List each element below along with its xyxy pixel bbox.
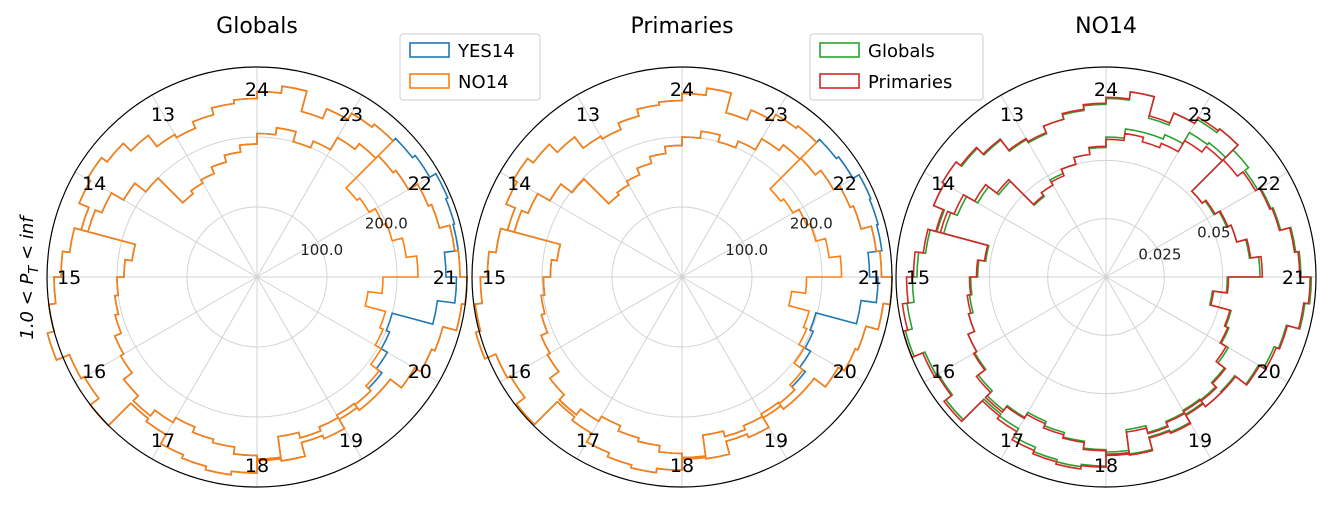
angular-tick-label: 18 (670, 455, 694, 477)
polar-panel-2: 21 22 23 24 13 14 15 16 17 18 19 20 100.0 200.0 Primar… (471, 14, 893, 488)
panel-title: NO14 (1075, 14, 1137, 39)
angular-gridline (681, 94, 788, 278)
legend: Globals Primaries (809, 33, 984, 101)
angular-tick-label: 14 (82, 173, 106, 195)
angular-tick-label: 23 (1188, 104, 1212, 126)
angular-tick-label: 16 (931, 361, 955, 383)
polar-frame (895, 66, 1317, 488)
angular-tick-label: 13 (151, 104, 175, 126)
angular-gridline (74, 276, 258, 383)
series-line-no14 (46, 85, 468, 476)
angular-gridline (923, 276, 1107, 383)
angular-gridline (499, 171, 683, 278)
angular-tick-label: 19 (1188, 430, 1212, 452)
ylabel-part-subscript: T (27, 265, 42, 274)
angular-gridline (923, 171, 1107, 278)
radial-tick-label: 100.0 (300, 241, 343, 259)
angular-tick-label: 22 (408, 173, 432, 195)
legend-swatch (819, 73, 860, 89)
legend-label: YES14 (457, 41, 515, 62)
radial-tick-label: 200.0 (790, 214, 833, 232)
series-line-no14 (474, 87, 893, 474)
angular-gridline (681, 276, 788, 460)
radial-tick-label: 0.025 (1138, 246, 1181, 264)
angular-gridline (151, 276, 258, 460)
angular-tick-label: 16 (82, 361, 106, 383)
angular-tick-label: 18 (245, 455, 269, 477)
legend-label: Globals (868, 41, 935, 62)
legend-swatch (409, 42, 450, 58)
angular-gridline (256, 94, 363, 278)
panels: 21 22 23 24 13 14 15 16 17 18 19 20 100.0 200.0 Global… (46, 14, 1317, 488)
angular-tick-label: 19 (764, 430, 788, 452)
angular-tick-label: 23 (339, 104, 363, 126)
angular-tick-label: 20 (833, 361, 857, 383)
angular-tick-label: 20 (1257, 361, 1281, 383)
series-line-primaries (901, 91, 1311, 470)
angular-gridline (1105, 276, 1289, 383)
angular-tick-label: 14 (931, 173, 955, 195)
angular-gridline (256, 276, 440, 383)
ylabel-part-lt: < (17, 239, 38, 266)
angular-tick-label: 13 (576, 104, 600, 126)
angular-tick-label: 21 (858, 267, 882, 289)
legend-frame (809, 33, 984, 101)
figure-ylabel: 1.0 < PT < inf (17, 214, 42, 340)
legend-swatch (409, 73, 450, 89)
angular-tick-label: 23 (764, 104, 788, 126)
radial-tick-label: 100.0 (725, 241, 768, 259)
angular-tick-label: 24 (670, 79, 694, 101)
legend-label: Primaries (868, 72, 952, 93)
angular-tick-label: 15 (906, 267, 930, 289)
angular-gridline (499, 276, 683, 383)
polar-panel-3: 21 22 23 24 13 14 15 16 17 18 19 20 0.025 0.05 NO14 Glo… (809, 14, 1317, 488)
angular-tick-label: 16 (507, 361, 531, 383)
ylabel-part-lower: 1.0 < (17, 284, 38, 339)
angular-tick-label: 17 (151, 430, 175, 452)
angular-gridline (1000, 94, 1107, 278)
angular-gridline (151, 94, 258, 278)
angular-gridline (1105, 276, 1212, 460)
angular-tick-label: 24 (245, 79, 269, 101)
legend-swatch (819, 42, 860, 58)
legend-frame (399, 33, 541, 101)
legend-label: NO14 (458, 72, 509, 93)
angular-tick-label: 14 (507, 173, 531, 195)
radial-tick-label: 200.0 (365, 214, 408, 232)
polar-panel-1: 21 22 23 24 13 14 15 16 17 18 19 20 100.0 200.0 Global… (46, 14, 541, 488)
panel-title: Primaries (630, 14, 733, 39)
ylabel-part-symbol: P (17, 273, 38, 284)
polar-frame (46, 66, 468, 488)
angular-tick-label: 22 (833, 173, 857, 195)
angular-tick-label: 24 (1094, 79, 1118, 101)
angular-tick-label: 21 (433, 267, 457, 289)
series-line-globals (904, 91, 1313, 468)
angular-tick-label: 20 (408, 361, 432, 383)
polar-frame (471, 66, 893, 488)
legend: YES14 NO14 (399, 33, 541, 101)
angular-tick-label: 19 (339, 430, 363, 452)
angular-tick-label: 22 (1257, 173, 1281, 195)
ylabel-part-upper: inf (17, 214, 38, 239)
angular-tick-label: 18 (1094, 455, 1118, 477)
angular-tick-label: 17 (576, 430, 600, 452)
angular-tick-label: 15 (482, 267, 506, 289)
angular-tick-label: 13 (1000, 104, 1024, 126)
angular-tick-label: 15 (57, 267, 81, 289)
angular-gridline (576, 276, 683, 460)
angular-tick-label: 17 (1000, 430, 1024, 452)
radial-tick-label: 0.05 (1197, 223, 1230, 241)
angular-gridline (576, 94, 683, 278)
panel-title: Globals (216, 14, 298, 39)
angular-gridline (1105, 94, 1212, 278)
angular-tick-label: 21 (1282, 267, 1306, 289)
angular-gridline (681, 276, 865, 383)
angular-gridline (74, 171, 258, 278)
